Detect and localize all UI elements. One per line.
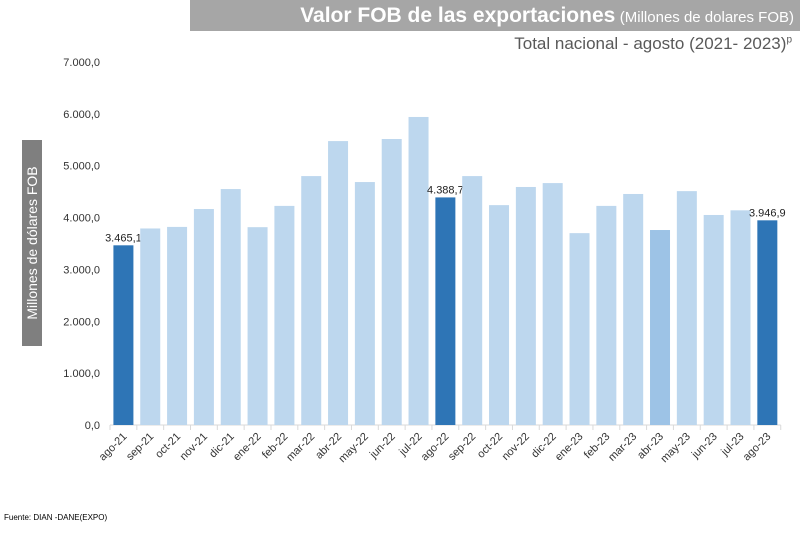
x-tick-label: ago-23 [741, 431, 774, 464]
bar-jul-22 [408, 116, 429, 426]
x-tick-label: nov-22 [500, 431, 532, 463]
x-tick-label: ago-22 [419, 431, 452, 464]
x-tick-label: jun-23 [689, 431, 720, 462]
x-tick-label: mar-22 [284, 431, 317, 464]
x-tick-label: nov-21 [178, 431, 210, 463]
x-tick-label: may-23 [659, 431, 693, 465]
chart-title: Valor FOB de las exportaciones [300, 4, 616, 27]
x-tick-label: mar-23 [606, 431, 639, 464]
bar-ago-23 [757, 220, 778, 425]
y-tick-label: 5.000,0 [63, 161, 100, 173]
chart-title-unit: (Millones de dolares FOB) [619, 9, 794, 26]
data-label: 4.388,7 [427, 184, 464, 196]
x-tick-label: jun-22 [367, 431, 398, 462]
x-tick-label: ago-21 [97, 431, 130, 464]
chart-subtitle: Total nacional - agosto (2021- 2023)p [514, 34, 792, 54]
bar-mar-23 [623, 193, 644, 425]
chart-title-bar: Valor FOB de las exportaciones (Millones… [190, 0, 800, 31]
bar-sep-22 [462, 176, 483, 425]
y-tick-label: 6.000,0 [63, 109, 100, 121]
bar-feb-22 [274, 205, 295, 425]
x-tick-label: may-22 [337, 431, 371, 465]
bar-ago-22 [435, 197, 456, 425]
y-tick-label: 2.000,0 [63, 316, 100, 328]
bar-jun-22 [381, 139, 402, 425]
y-tick-label: 1.000,0 [63, 368, 100, 380]
subtitle-text: Total nacional - agosto (2021- 2023) [514, 34, 787, 53]
bar-ene-23 [569, 233, 590, 425]
x-tick-label: sep-21 [124, 431, 156, 463]
bar-jul-23 [730, 210, 751, 425]
y-tick-label: 3.000,0 [63, 264, 100, 276]
bar-sep-21 [140, 228, 161, 425]
bar-may-23 [676, 191, 697, 425]
bar-oct-21 [167, 226, 188, 425]
bar-dic-21 [220, 189, 241, 425]
data-label: 3.946,9 [749, 207, 786, 219]
bar-ago-21 [113, 245, 134, 425]
bar-may-22 [354, 182, 375, 425]
bar-ene-22 [247, 227, 268, 425]
source-note: Fuente: DIAN -DANE(EXPO) [4, 513, 108, 522]
bar-nov-22 [515, 186, 536, 425]
bar-abr-23 [650, 230, 671, 425]
x-tick-label: ene-23 [553, 431, 586, 464]
bar-nov-21 [193, 209, 214, 425]
bar-mar-22 [301, 176, 322, 425]
x-tick-label: ene-22 [231, 431, 264, 464]
bar-dic-22 [542, 183, 563, 425]
y-axis-label-box [22, 140, 42, 346]
x-tick-label: sep-22 [446, 431, 478, 463]
data-label: 3.465,1 [105, 232, 142, 244]
bar-oct-22 [489, 205, 510, 425]
y-tick-label: 0,0 [85, 420, 100, 432]
bar-jun-23 [703, 214, 724, 425]
bar-abr-22 [328, 141, 349, 425]
bar-feb-23 [596, 205, 617, 425]
y-tick-label: 7.000,0 [63, 57, 100, 69]
y-tick-label: 4.000,0 [63, 213, 100, 225]
subtitle-superscript: p [786, 34, 792, 46]
